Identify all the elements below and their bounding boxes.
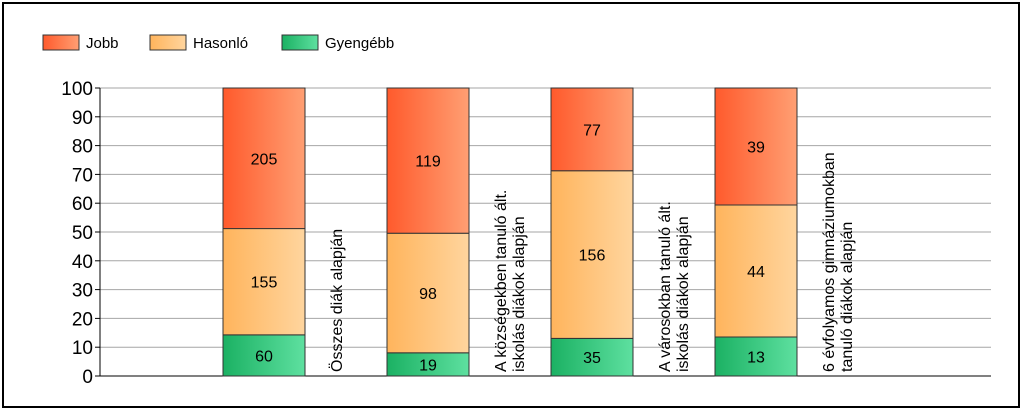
bar-segment-jobb: [714, 87, 798, 206]
y-tick-label: 90: [72, 108, 93, 129]
data-label-jobb: 77: [583, 122, 601, 139]
data-label-jobb: 205: [251, 151, 278, 168]
category-label-line: tanuló diákok alapján: [839, 222, 856, 372]
y-tick-label: 40: [72, 252, 93, 273]
bar-segment-gyengebb: [550, 337, 634, 377]
category-label: 6 évfolyamos gimnáziumokban tanuló diákok…: [821, 152, 856, 372]
y-tick-label: 80: [72, 137, 93, 158]
data-label-gyengebb: 13: [747, 350, 765, 367]
bar-segment-gyengebb: [222, 334, 306, 377]
legend-label-jobb: Jobb: [86, 35, 119, 52]
data-label-hasonlo: 98: [419, 286, 437, 303]
legend: Jobb Hasonló Gyengébb: [42, 34, 394, 52]
data-label-gyengebb: 35: [583, 350, 601, 367]
y-tick-label: 0: [82, 367, 93, 388]
bar-segment-hasonlo: [714, 204, 798, 338]
bar-segment-hasonlo: [222, 228, 306, 336]
category-label-line: 6 évfolyamos gimnáziumokban: [821, 152, 838, 372]
category-label-line: A városokban tanuló ált.: [657, 201, 674, 372]
category-label: A községekben tanuló ált. iskolás diákok …: [493, 190, 528, 372]
y-tick-label: 100: [61, 79, 93, 100]
y-axis: 0 10 20 30 40 50 60 70 80 90 100: [61, 79, 991, 388]
bar-segment-hasonlo: [550, 170, 634, 339]
y-tick-label: 50: [72, 223, 93, 244]
bar-segment-jobb: [550, 87, 634, 172]
category-label-line: iskolás diákok alapján: [511, 216, 528, 372]
bar-segment-hasonlo: [386, 232, 470, 354]
legend-swatch-gyengebb: [281, 34, 319, 51]
y-tick-label: 70: [72, 165, 93, 186]
category-label-line: iskolás diákok alapján: [675, 216, 692, 372]
data-label-gyengebb: 19: [419, 357, 437, 374]
y-tick-label: 60: [72, 194, 93, 215]
category-label-line: A községekben tanuló ált.: [493, 190, 510, 372]
category-label: A városokban tanuló ált. iskolás diákok a…: [657, 201, 692, 372]
legend-swatch-hasonlo: [149, 34, 187, 51]
category-label-line: Összes diák alapján: [328, 229, 346, 372]
category-labels: Összes diák alapján A községekben tanuló …: [328, 152, 856, 372]
data-label-hasonlo: 155: [251, 275, 278, 292]
y-tick-label: 30: [72, 281, 93, 302]
data-label-hasonlo: 44: [747, 264, 765, 281]
category-label: Összes diák alapján: [328, 229, 346, 372]
legend-swatch-jobb: [42, 34, 80, 51]
y-tick-label: 10: [72, 338, 93, 359]
bars: 60 155 205 19 98 119 35 156 77 13 44 39: [222, 87, 798, 377]
legend-label-hasonlo: Hasonló: [193, 35, 248, 52]
data-label-gyengebb: 60: [255, 348, 273, 365]
data-label-hasonlo: 156: [579, 248, 606, 265]
legend-label-gyengebb: Gyengébb: [325, 35, 394, 52]
bar-segment-gyengebb: [714, 336, 798, 377]
bar-segment-jobb: [222, 87, 306, 230]
bar-segment-jobb: [386, 87, 470, 234]
y-tick-label: 20: [72, 309, 93, 330]
data-label-jobb: 39: [747, 140, 765, 157]
data-label-jobb: 119: [415, 154, 441, 171]
